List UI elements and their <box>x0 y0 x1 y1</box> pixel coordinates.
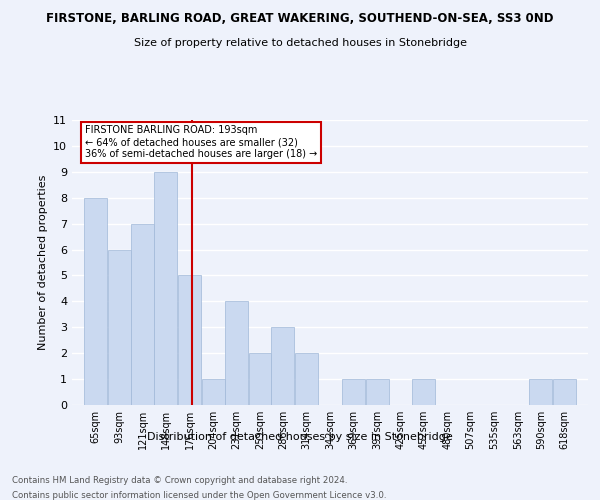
Bar <box>154 172 177 405</box>
Y-axis label: Number of detached properties: Number of detached properties <box>38 175 47 350</box>
Text: Contains public sector information licensed under the Open Government Licence v3: Contains public sector information licen… <box>12 491 386 500</box>
Text: Distribution of detached houses by size in Stonebridge: Distribution of detached houses by size … <box>147 432 453 442</box>
Bar <box>248 353 271 405</box>
Text: Size of property relative to detached houses in Stonebridge: Size of property relative to detached ho… <box>133 38 467 48</box>
Bar <box>529 379 553 405</box>
Text: FIRSTONE, BARLING ROAD, GREAT WAKERING, SOUTHEND-ON-SEA, SS3 0ND: FIRSTONE, BARLING ROAD, GREAT WAKERING, … <box>46 12 554 26</box>
Bar <box>295 353 318 405</box>
Bar <box>553 379 576 405</box>
Bar <box>342 379 365 405</box>
Bar <box>131 224 154 405</box>
Bar <box>365 379 389 405</box>
Bar <box>107 250 131 405</box>
Bar <box>84 198 107 405</box>
Bar <box>271 328 295 405</box>
Bar <box>178 276 201 405</box>
Bar <box>225 302 248 405</box>
Text: FIRSTONE BARLING ROAD: 193sqm
← 64% of detached houses are smaller (32)
36% of s: FIRSTONE BARLING ROAD: 193sqm ← 64% of d… <box>85 126 317 158</box>
Bar <box>202 379 225 405</box>
Text: Contains HM Land Registry data © Crown copyright and database right 2024.: Contains HM Land Registry data © Crown c… <box>12 476 347 485</box>
Bar <box>412 379 435 405</box>
